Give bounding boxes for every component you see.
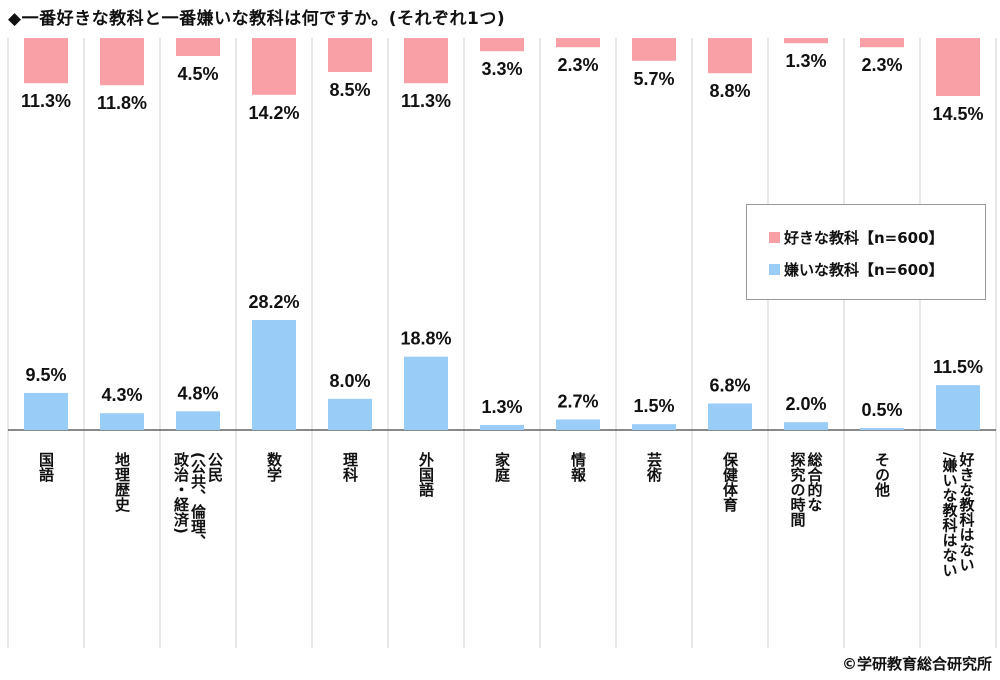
dislike-bar	[404, 356, 448, 430]
dislike-bar	[632, 424, 676, 430]
like-value-label: 14.5%	[932, 104, 983, 124]
like-bar	[860, 38, 904, 48]
legend-label-like: 好きな教科【n=600】	[784, 229, 944, 247]
like-value-label: 5.7%	[633, 69, 674, 89]
like-bar	[556, 38, 600, 48]
like-value-label: 11.3%	[401, 91, 451, 111]
dislike-bar	[860, 428, 904, 430]
like-bar	[252, 38, 296, 95]
like-bar	[24, 38, 68, 84]
category-label: 政治・経済)	[172, 451, 190, 534]
dislike-value-label: 2.7%	[557, 391, 598, 411]
category-label: 国語	[37, 452, 55, 483]
legend-label-dislike: 嫌いな教科【n=600】	[784, 261, 944, 279]
dislike-bar	[100, 413, 144, 430]
like-value-label: 3.3%	[481, 59, 522, 79]
dislike-value-label: 28.2%	[248, 292, 299, 312]
category-label: (公共、倫理、	[189, 452, 207, 549]
like-bar	[936, 38, 980, 96]
category-label: 探究の時間	[789, 451, 807, 528]
like-bar	[100, 38, 144, 86]
like-bar	[480, 38, 524, 52]
like-value-label: 1.3%	[785, 51, 826, 71]
category-label: 芸術	[645, 451, 663, 483]
category-label: 保健体育	[721, 451, 739, 513]
like-bar	[708, 38, 752, 74]
legend-item-dislike: 嫌いな教科【n=600】	[769, 259, 944, 280]
category-label: 数学	[265, 451, 283, 483]
like-value-label: 11.3%	[21, 91, 71, 111]
legend-swatch-dislike	[769, 264, 780, 275]
dislike-bar	[556, 419, 600, 430]
dislike-bar	[784, 422, 828, 430]
like-bar	[328, 38, 372, 72]
category-label: 好きな教科はない	[958, 451, 976, 572]
dislike-value-label: 4.3%	[101, 385, 142, 405]
category-label: 総合的な	[806, 451, 824, 512]
legend-item-like: 好きな教科【n=600】	[769, 227, 944, 248]
like-value-label: 2.3%	[861, 55, 902, 75]
legend: 好きな教科【n=600】 嫌いな教科【n=600】	[746, 204, 986, 300]
dislike-bar	[328, 398, 372, 430]
dislike-value-label: 18.8%	[400, 329, 451, 349]
copyright-credit: ©学研教育総合研究所	[841, 655, 992, 673]
category-label: 地理歴史	[113, 451, 131, 513]
like-value-label: 4.5%	[177, 64, 218, 84]
like-bar	[404, 38, 448, 84]
dislike-bar	[708, 403, 752, 430]
dislike-bar	[480, 424, 524, 430]
like-value-label: 2.3%	[557, 55, 598, 75]
like-value-label: 14.2%	[248, 103, 299, 123]
like-bar	[784, 38, 828, 44]
dislike-value-label: 0.5%	[861, 400, 902, 420]
dislike-bar	[252, 320, 296, 430]
like-value-label: 8.5%	[329, 80, 370, 100]
dislike-value-label: 4.8%	[177, 383, 218, 403]
like-bar	[632, 38, 676, 61]
category-label: 公民	[206, 452, 224, 483]
dislike-value-label: 6.8%	[709, 375, 750, 395]
dislike-value-label: 9.5%	[25, 365, 66, 385]
category-label: その他	[873, 452, 891, 498]
category-label: 外国語	[417, 451, 435, 498]
dislike-bar	[936, 385, 980, 430]
dislike-value-label: 8.0%	[329, 371, 370, 391]
dislike-bar	[176, 411, 220, 430]
dislike-value-label: 2.0%	[785, 394, 826, 414]
category-label: 理科	[341, 452, 359, 483]
category-label: 情報	[569, 451, 587, 483]
like-value-label: 11.8%	[97, 93, 147, 113]
legend-swatch-like	[769, 232, 780, 243]
category-label: 家庭	[493, 451, 511, 483]
chart-title: ◆一番好きな教科と一番嫌いな教科は何ですか。(それぞれ1つ)	[8, 9, 506, 29]
like-bar	[176, 38, 220, 56]
dislike-value-label: 11.5%	[933, 357, 983, 377]
like-value-label: 8.8%	[709, 81, 750, 101]
category-label: /嫌いな教科はない	[941, 452, 959, 577]
dislike-value-label: 1.5%	[633, 396, 674, 416]
dislike-bar	[24, 392, 68, 430]
dislike-value-label: 1.3%	[481, 397, 522, 417]
